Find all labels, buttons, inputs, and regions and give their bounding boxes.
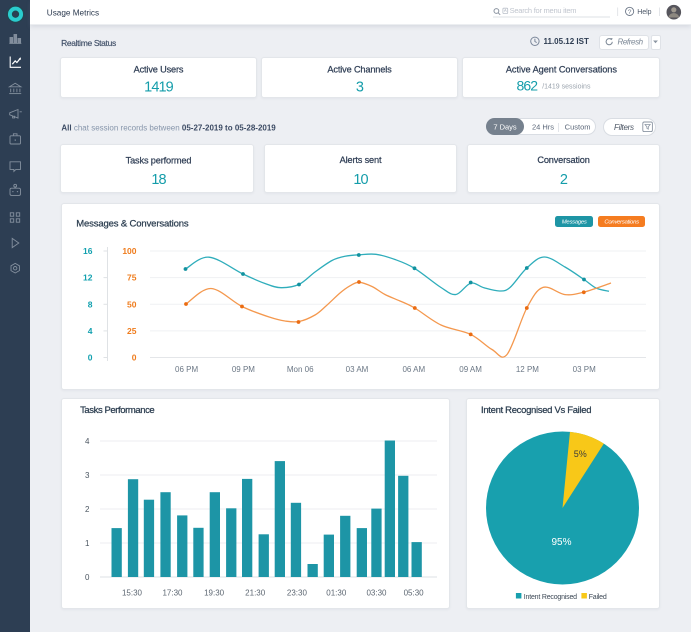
svg-text:Messages & Conversations: Messages & Conversations bbox=[76, 218, 189, 229]
svg-text:21:30: 21:30 bbox=[245, 588, 266, 597]
svg-text:25: 25 bbox=[127, 326, 137, 336]
svg-text:75: 75 bbox=[127, 273, 137, 283]
svg-text:Conversations: Conversations bbox=[604, 220, 639, 226]
svg-text:1419: 1419 bbox=[144, 79, 173, 95]
svg-text:0: 0 bbox=[85, 573, 90, 582]
svg-text:03:30: 03:30 bbox=[366, 588, 387, 597]
svg-text:3: 3 bbox=[85, 471, 90, 480]
svg-text:Intent Recognised Vs Failed: Intent Recognised Vs Failed bbox=[481, 405, 591, 416]
svg-text:Tasks performed: Tasks performed bbox=[126, 156, 192, 166]
svg-text:Failed: Failed bbox=[589, 594, 607, 601]
svg-text:03 PM: 03 PM bbox=[573, 365, 596, 374]
svg-text:Help: Help bbox=[637, 7, 651, 16]
svg-text:1: 1 bbox=[85, 539, 90, 548]
svg-text:17:30: 17:30 bbox=[162, 588, 183, 597]
svg-text:Mon 06: Mon 06 bbox=[287, 365, 314, 374]
svg-text:4: 4 bbox=[85, 437, 90, 446]
svg-text:18: 18 bbox=[151, 172, 166, 188]
svg-text:4: 4 bbox=[88, 326, 93, 336]
svg-text:09 AM: 09 AM bbox=[459, 365, 482, 374]
svg-text:2: 2 bbox=[560, 172, 568, 188]
svg-text:19:30: 19:30 bbox=[204, 588, 225, 597]
svg-text:10: 10 bbox=[353, 172, 368, 188]
svg-text:862: 862 bbox=[517, 78, 539, 94]
svg-text:01:30: 01:30 bbox=[326, 588, 347, 597]
svg-text:Messages: Messages bbox=[562, 220, 587, 226]
svg-text:Conversation: Conversation bbox=[537, 155, 589, 165]
svg-text:2: 2 bbox=[85, 505, 90, 514]
svg-text:06 AM: 06 AM bbox=[402, 365, 425, 374]
svg-text:16: 16 bbox=[83, 246, 93, 256]
svg-text:Intent Recognised: Intent Recognised bbox=[524, 594, 577, 601]
svg-text:3: 3 bbox=[356, 79, 364, 95]
svg-text:12: 12 bbox=[83, 273, 93, 283]
svg-text:8: 8 bbox=[88, 299, 93, 309]
svg-text:15:30: 15:30 bbox=[122, 588, 143, 597]
svg-text:06 PM: 06 PM bbox=[175, 365, 198, 374]
svg-text:Realtime Status: Realtime Status bbox=[61, 38, 116, 48]
svg-text:Active Agent Conversations: Active Agent Conversations bbox=[506, 65, 618, 75]
svg-text:12 PM: 12 PM bbox=[516, 365, 539, 374]
svg-text:7 Days: 7 Days bbox=[493, 123, 517, 132]
svg-text:Search for menu item: Search for menu item bbox=[510, 6, 577, 15]
svg-text:50: 50 bbox=[127, 299, 137, 309]
svg-text:Tasks Performance: Tasks Performance bbox=[80, 405, 154, 416]
svg-text:0: 0 bbox=[88, 353, 93, 363]
svg-text:100: 100 bbox=[122, 246, 136, 256]
svg-text:03 AM: 03 AM bbox=[346, 365, 369, 374]
svg-text:Usage Metrics: Usage Metrics bbox=[47, 8, 99, 17]
svg-text:Refresh: Refresh bbox=[618, 37, 644, 46]
svg-text:5%: 5% bbox=[574, 449, 587, 459]
svg-text:Active Channels: Active Channels bbox=[327, 65, 392, 75]
svg-text:95%: 95% bbox=[551, 537, 571, 548]
svg-text:Custom: Custom bbox=[565, 123, 591, 132]
svg-text:23:30: 23:30 bbox=[287, 588, 308, 597]
svg-text:24 Hrs: 24 Hrs bbox=[532, 123, 554, 132]
svg-text:0: 0 bbox=[132, 353, 137, 363]
svg-text:/1419 sessioins: /1419 sessioins bbox=[542, 84, 591, 91]
svg-text:09 PM: 09 PM bbox=[232, 365, 255, 374]
svg-text:Active Users: Active Users bbox=[134, 65, 184, 75]
svg-text:?: ? bbox=[628, 9, 632, 16]
svg-text:All chat session records betwe: All chat session records between 05-27-2… bbox=[61, 124, 276, 133]
svg-text:11.05.12 IST: 11.05.12 IST bbox=[544, 37, 589, 46]
svg-text:Alerts sent: Alerts sent bbox=[340, 155, 382, 165]
svg-text:05:30: 05:30 bbox=[404, 588, 425, 597]
svg-text:Filters: Filters bbox=[614, 123, 634, 132]
